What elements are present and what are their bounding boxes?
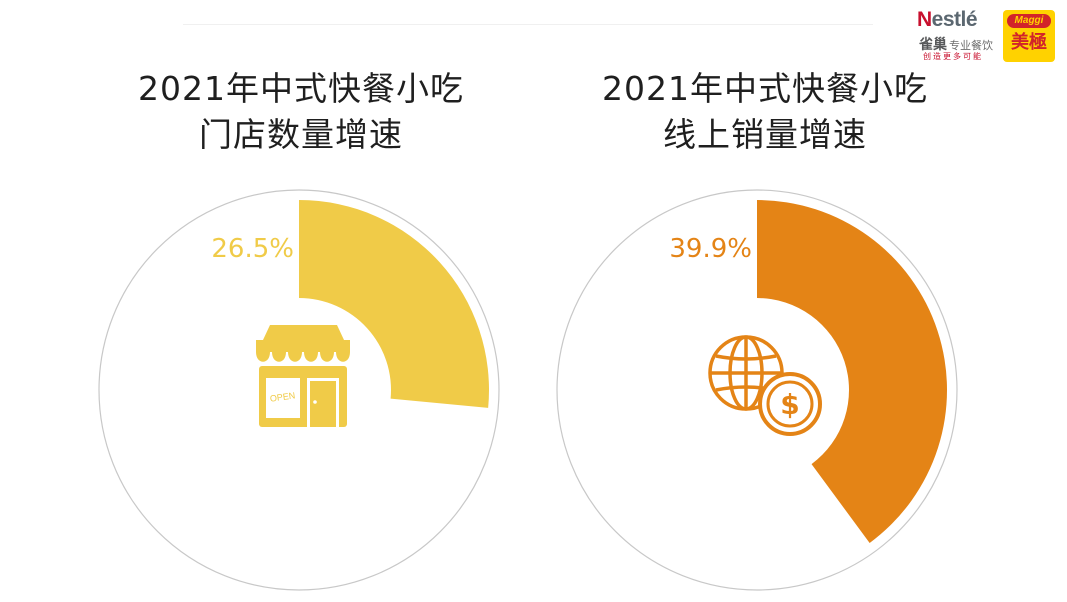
panel-title-right-line1: 2021年中式快餐小吃	[602, 69, 928, 108]
svg-text:$: $	[780, 388, 799, 421]
panel-title-left-line1: 2021年中式快餐小吃	[138, 69, 464, 108]
globe-dollar-icon	[708, 335, 784, 411]
track-circle	[98, 189, 500, 591]
nestle-slogan: 创造更多可能	[923, 52, 983, 61]
panel-title-right: 2021年中式快餐小吃 线上销量增速	[565, 66, 965, 158]
nestle-logo: Nestlé	[917, 8, 978, 31]
top-divider-line	[183, 24, 873, 25]
shop-open-icon: OPEN	[256, 325, 350, 427]
maggi-logo: Maggi 美極	[1003, 10, 1055, 62]
brand-logos: Nestlé 雀巢 专业餐饮 创造更多可能 Maggi 美極	[915, 8, 1055, 64]
dollar-coin-icon: $	[758, 372, 822, 436]
growth-sector	[299, 200, 489, 408]
percent-label: 39.9%	[669, 234, 752, 264]
maggi-wordmark: Maggi	[1007, 14, 1051, 28]
online-sales-growth-chart: 39.9% $	[556, 189, 958, 591]
store-growth-chart: 26.5% OPEN	[98, 189, 500, 591]
panel-title-right-line2: 线上销量增速	[663, 115, 867, 154]
maggi-cn-label: 美極	[1011, 32, 1047, 53]
percent-label: 26.5%	[211, 234, 294, 264]
panel-title-left: 2021年中式快餐小吃 门店数量增速	[101, 66, 501, 158]
growth-sector	[757, 200, 948, 544]
track-circle	[556, 189, 958, 591]
nestle-cn-label: 雀巢 专业餐饮	[919, 37, 993, 53]
svg-text:OPEN: OPEN	[269, 390, 296, 403]
panel-title-left-line2: 门店数量增速	[199, 115, 403, 154]
